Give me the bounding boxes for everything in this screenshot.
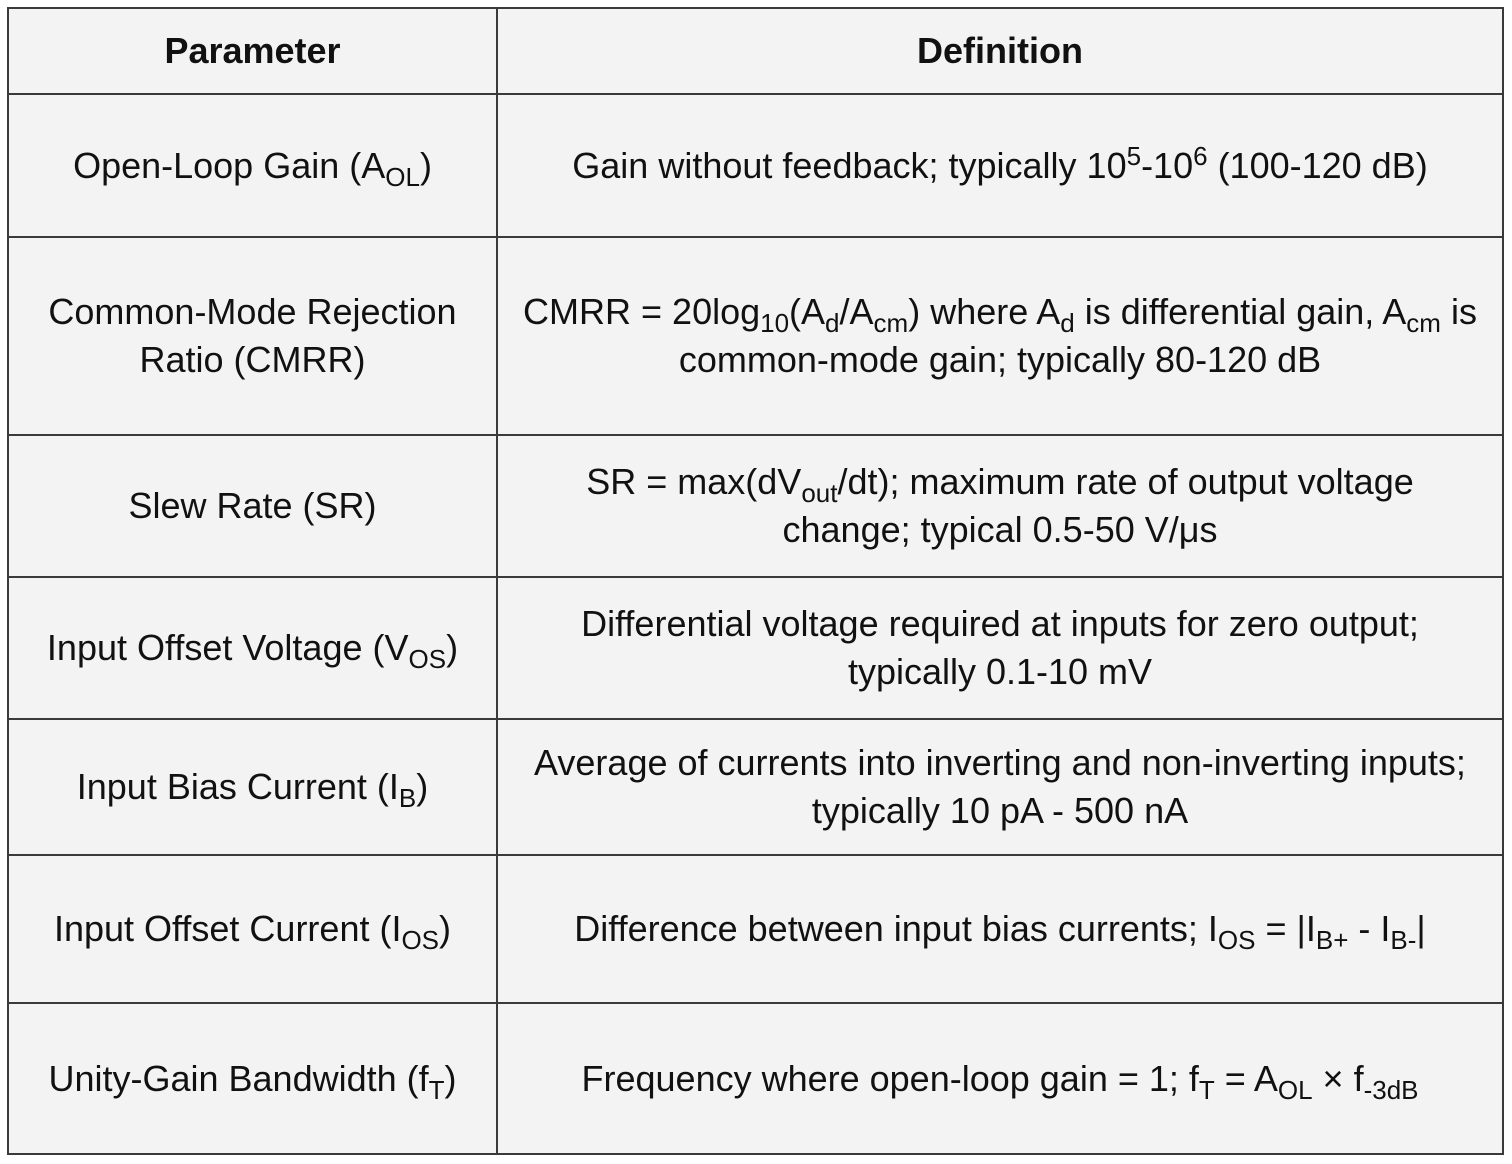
header-row: Parameter Definition — [7, 7, 1504, 95]
text-run: | — [1416, 908, 1426, 949]
text-run: ) — [446, 627, 459, 668]
definition-cell: Differential voltage required at inputs … — [496, 576, 1504, 720]
subscript: B- — [1390, 925, 1417, 956]
subscript: OS — [401, 925, 440, 956]
table-row: Open-Loop Gain (AOL) Gain without feedbac… — [7, 93, 1504, 238]
table-row: Unity-Gain Bandwidth (fT) Frequency where… — [7, 1002, 1504, 1155]
table-row: Input Bias Current (IB) Average of curren… — [7, 718, 1504, 856]
text-run: × f — [1312, 1057, 1364, 1099]
table-row: Input Offset Current (IOS) Difference bet… — [7, 854, 1504, 1004]
text-run: Gain without feedback; typically 10 — [572, 144, 1127, 186]
definition-cell: Difference between input bias currents; … — [496, 854, 1504, 1004]
text-run: Average of currents into inverting and n… — [534, 742, 1466, 831]
text-run: Open-Loop Gain (A — [73, 144, 386, 186]
text-run: Common-Mode Rejection Ratio (CMRR) — [48, 291, 457, 380]
text-run: ) — [444, 1057, 457, 1099]
parameter-cell: Input Offset Voltage (VOS) — [7, 576, 498, 720]
subscript: cm — [1406, 308, 1441, 339]
text-run: = A — [1214, 1057, 1278, 1099]
text-run: Difference between input bias currents; … — [574, 908, 1218, 949]
text-run: /A — [839, 291, 874, 332]
parameter-table: Parameter Definition Open-Loop Gain (AOL… — [7, 7, 1504, 1155]
parameter-cell: Unity-Gain Bandwidth (fT) — [7, 1002, 498, 1155]
header-cell: Definition — [496, 7, 1504, 95]
subscript: T — [1198, 1074, 1215, 1105]
superscript: 5 — [1126, 140, 1142, 171]
subscript: 10 — [760, 308, 790, 339]
table-row: Common-Mode Rejection Ratio (CMRR) CMRR =… — [7, 236, 1504, 436]
subscript: -3dB — [1363, 1074, 1419, 1105]
header-cell: Parameter — [7, 7, 498, 95]
text-run: Slew Rate (SR) — [128, 485, 377, 526]
subscript: T — [428, 1074, 445, 1105]
text-run: - I — [1348, 908, 1391, 949]
definition-cell: SR = max(dVout/dt); maximum rate of outp… — [496, 434, 1504, 578]
definition-cell: Frequency where open-loop gain = 1; fT =… — [496, 1002, 1504, 1155]
text-run: Input Offset Voltage (V — [46, 627, 409, 668]
parameter-cell: Open-Loop Gain (AOL) — [7, 93, 498, 238]
text-run: CMRR = 20log — [523, 291, 761, 332]
parameter-cell: Input Bias Current (IB) — [7, 718, 498, 856]
table-row: Slew Rate (SR) SR = max(dVout/dt); maximu… — [7, 434, 1504, 578]
text-run: = |I — [1255, 908, 1316, 949]
text-run: (100-120 dB) — [1207, 144, 1428, 186]
subscript: B — [398, 783, 417, 814]
text-run: is common-mode gain; typically 80-120 dB — [678, 291, 1477, 380]
parameter-cell: Input Offset Current (IOS) — [7, 854, 498, 1004]
table-row: Input Offset Voltage (VOS) Differential v… — [7, 576, 1504, 720]
parameter-cell: Common-Mode Rejection Ratio (CMRR) — [7, 236, 498, 436]
subscript: OL — [385, 161, 420, 192]
definition-cell: Average of currents into inverting and n… — [496, 718, 1504, 856]
subscript: out — [801, 478, 838, 509]
parameter-cell: Slew Rate (SR) — [7, 434, 498, 578]
text-run: Unity-Gain Bandwidth (f — [48, 1057, 429, 1099]
text-run: SR = max(dV — [586, 461, 802, 502]
subscript: B+ — [1315, 925, 1349, 956]
subscript: d — [1060, 308, 1075, 339]
text-run: ) where A — [908, 291, 1061, 332]
definition-cell: CMRR = 20log10(Ad/Acm) where Ad is diffe… — [496, 236, 1504, 436]
text-run: Input Offset Current (I — [53, 908, 402, 949]
text-run: ) — [439, 908, 452, 949]
text-run: Differential voltage required at inputs … — [581, 603, 1419, 692]
subscript: cm — [873, 308, 909, 339]
text-run: -10 — [1141, 144, 1194, 186]
text-run: is differential gain, A — [1074, 291, 1407, 332]
table-body: Open-Loop Gain (AOL) Gain without feedbac… — [7, 93, 1504, 1155]
text-run: ) — [419, 144, 432, 186]
subscript: d — [825, 308, 840, 339]
subscript: OS — [408, 644, 447, 675]
text-run: (A — [789, 291, 826, 332]
definition-cell: Gain without feedback; typically 105-106… — [496, 93, 1504, 238]
text-run: ) — [416, 766, 429, 807]
subscript: OS — [1217, 925, 1256, 956]
text-run: /dt); maximum rate of output voltage cha… — [782, 461, 1414, 550]
text-run: Input Bias Current (I — [76, 766, 399, 807]
text-run: Frequency where open-loop gain = 1; f — [581, 1057, 1199, 1099]
superscript: 6 — [1193, 140, 1208, 171]
subscript: OL — [1277, 1074, 1313, 1105]
